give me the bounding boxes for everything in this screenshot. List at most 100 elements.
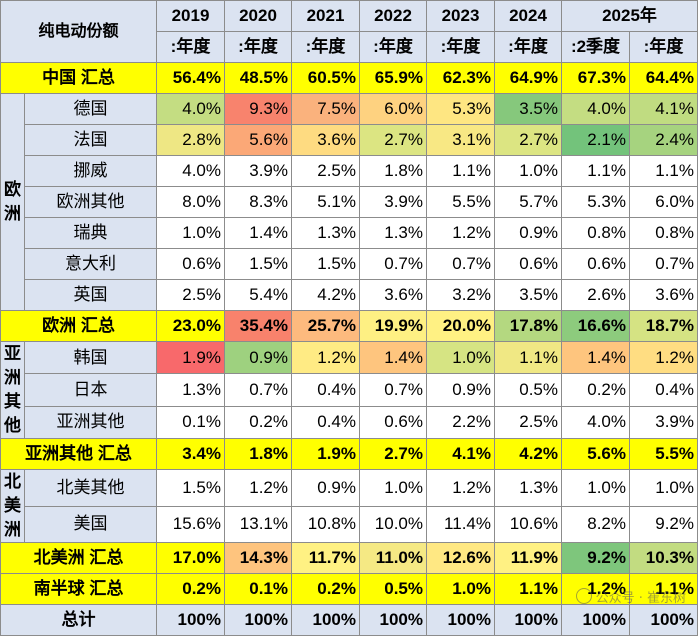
- period-header: :年度: [494, 31, 562, 63]
- share-value: 3.9%: [359, 186, 427, 218]
- share-value: 2.5%: [291, 155, 360, 187]
- table-row: 欧洲德国 4.0% 9.3% 7.5% 6.0% 5.3% 3.5% 4.0% 4.1%: [0, 93, 698, 311]
- year-header: 2024: [494, 0, 562, 32]
- share-value: 3.6%: [629, 279, 698, 311]
- region-char: 欧: [4, 180, 21, 199]
- summary-value: 4.2%: [494, 438, 562, 470]
- header-year-row: 纯电动份额 2019 2020 2021 2022 2023 2024 2025…: [0, 0, 698, 63]
- share-value: 0.9%: [494, 217, 562, 249]
- share-value: 1.5%: [291, 248, 360, 280]
- period-header: :年度: [426, 31, 495, 63]
- share-value: 0.7%: [224, 373, 292, 407]
- table-row: 法国 2.8% 5.6% 3.6% 2.7% 3.1% 2.7% 2.1% 2.4%: [1, 124, 698, 156]
- share-value: 9.3%: [224, 93, 292, 125]
- summary-value: 5.5%: [629, 438, 698, 470]
- summary-value: 16.6%: [561, 310, 630, 342]
- share-value: 3.5%: [494, 279, 562, 311]
- summary-label: 亚洲其他 汇总: [0, 438, 157, 470]
- region-asia-other: 亚洲其他: [0, 341, 25, 439]
- share-value: 1.0%: [561, 469, 630, 507]
- share-value: 1.5%: [224, 248, 292, 280]
- grand-total-row: 总计 100% 100% 100% 100% 100% 100% 100% 100%: [0, 604, 698, 636]
- region-char: 亚: [4, 344, 21, 363]
- summary-value: 18.7%: [629, 310, 698, 342]
- summary-value: 11.7%: [291, 542, 360, 574]
- share-value: 5.1%: [291, 186, 360, 218]
- share-value: 2.2%: [426, 405, 495, 440]
- summary-value: 0.2%: [156, 573, 225, 605]
- share-value: 1.9%: [156, 340, 225, 375]
- period-header: :年度: [291, 31, 360, 63]
- grand-total-value: 100%: [359, 604, 427, 636]
- region-char: 北: [4, 472, 21, 491]
- share-value: 4.0%: [561, 405, 630, 440]
- year-header: 2021: [291, 0, 360, 32]
- share-value: 0.2%: [224, 405, 292, 440]
- summary-value: 12.6%: [426, 542, 495, 574]
- grand-total-value: 100%: [426, 604, 495, 636]
- summary-row: 中国 汇总 56.4% 48.5% 60.5% 65.9% 62.3% 64.9% 67.3%…: [0, 62, 698, 94]
- summary-value: 3.4%: [156, 438, 225, 470]
- country-label: 挪威: [24, 155, 157, 187]
- summary-row: 南半球 汇总 0.2% 0.1% 0.2% 0.5% 1.0% 1.1% 1.2% 1.1%: [0, 573, 698, 605]
- summary-value: 1.1%: [629, 573, 698, 605]
- share-value: 1.3%: [494, 469, 562, 507]
- share-value: 0.6%: [561, 248, 630, 280]
- grand-total-label: 总计: [0, 604, 157, 636]
- region-char: 洲: [4, 520, 21, 539]
- period-header: :年度: [224, 31, 292, 63]
- summary-value: 19.9%: [359, 310, 427, 342]
- share-value: 1.4%: [359, 340, 427, 375]
- share-value: 3.9%: [224, 155, 292, 187]
- summary-value: 0.2%: [291, 573, 360, 605]
- country-label: 日本: [24, 373, 157, 407]
- share-value: 1.5%: [156, 469, 225, 507]
- summary-value: 5.6%: [561, 438, 630, 470]
- summary-value: 11.9%: [494, 542, 562, 574]
- country-label: 北美其他: [24, 469, 157, 507]
- summary-value: 14.3%: [224, 542, 292, 574]
- summary-value: 1.8%: [224, 438, 292, 470]
- table-row: 欧洲其他 8.0% 8.3% 5.1% 3.9% 5.5% 5.7% 5.3% 6.0%: [1, 186, 698, 218]
- share-value: 1.1%: [426, 155, 495, 187]
- share-value: 6.0%: [359, 93, 427, 125]
- share-value: 8.3%: [224, 186, 292, 218]
- summary-value: 1.0%: [426, 573, 495, 605]
- country-label: 美国: [24, 505, 157, 543]
- share-value: 2.7%: [494, 124, 562, 156]
- share-value: 0.5%: [494, 373, 562, 407]
- summary-value: 1.9%: [291, 438, 360, 470]
- summary-label: 欧洲 汇总: [0, 310, 157, 342]
- share-value: 0.7%: [629, 248, 698, 280]
- share-value: 0.9%: [224, 340, 292, 375]
- grand-total-value: 100%: [224, 604, 292, 636]
- summary-row: 北美洲 汇总 17.0% 14.3% 11.7% 11.0% 12.6% 11.9% 9.2%…: [0, 542, 698, 574]
- region-char: 其: [4, 392, 21, 411]
- share-value: 1.2%: [291, 340, 360, 375]
- share-value: 2.7%: [359, 124, 427, 156]
- grand-total-value: 100%: [291, 604, 360, 636]
- summary-label: 南半球 汇总: [0, 573, 157, 605]
- summary-row: 亚洲其他 汇总 3.4% 1.8% 1.9% 2.7% 4.1% 4.2% 5.6% 5.5%: [0, 438, 698, 470]
- share-value: 0.4%: [629, 373, 698, 407]
- share-value: 3.5%: [494, 93, 562, 125]
- share-value: 0.4%: [291, 373, 360, 407]
- summary-value: 23.0%: [156, 310, 225, 342]
- share-value: 2.6%: [561, 279, 630, 311]
- period-header: :2季度: [561, 31, 630, 63]
- table-row: 挪威 4.0% 3.9% 2.5% 1.8% 1.1% 1.0% 1.1% 1.1%: [1, 155, 698, 187]
- country-label: 意大利: [24, 248, 157, 280]
- share-value: 15.6%: [156, 505, 225, 543]
- corner-title: 纯电动份额: [0, 0, 157, 63]
- country-label: 亚洲其他: [24, 405, 157, 440]
- summary-value: 65.9%: [359, 62, 427, 94]
- summary-value: 1.1%: [494, 573, 562, 605]
- share-value: 2.1%: [561, 124, 630, 156]
- summary-value: 62.3%: [426, 62, 495, 94]
- share-value: 1.0%: [629, 469, 698, 507]
- year-header: 2020: [224, 0, 292, 32]
- country-label: 德国: [24, 93, 157, 125]
- share-value: 6.0%: [629, 186, 698, 218]
- period-header: :年度: [359, 31, 427, 63]
- summary-row: 欧洲 汇总 23.0% 35.4% 25.7% 19.9% 20.0% 17.8% 16.6%…: [0, 310, 698, 342]
